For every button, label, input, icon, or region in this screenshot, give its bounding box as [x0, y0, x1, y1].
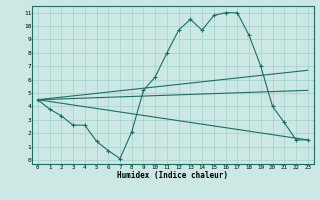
- X-axis label: Humidex (Indice chaleur): Humidex (Indice chaleur): [117, 171, 228, 180]
